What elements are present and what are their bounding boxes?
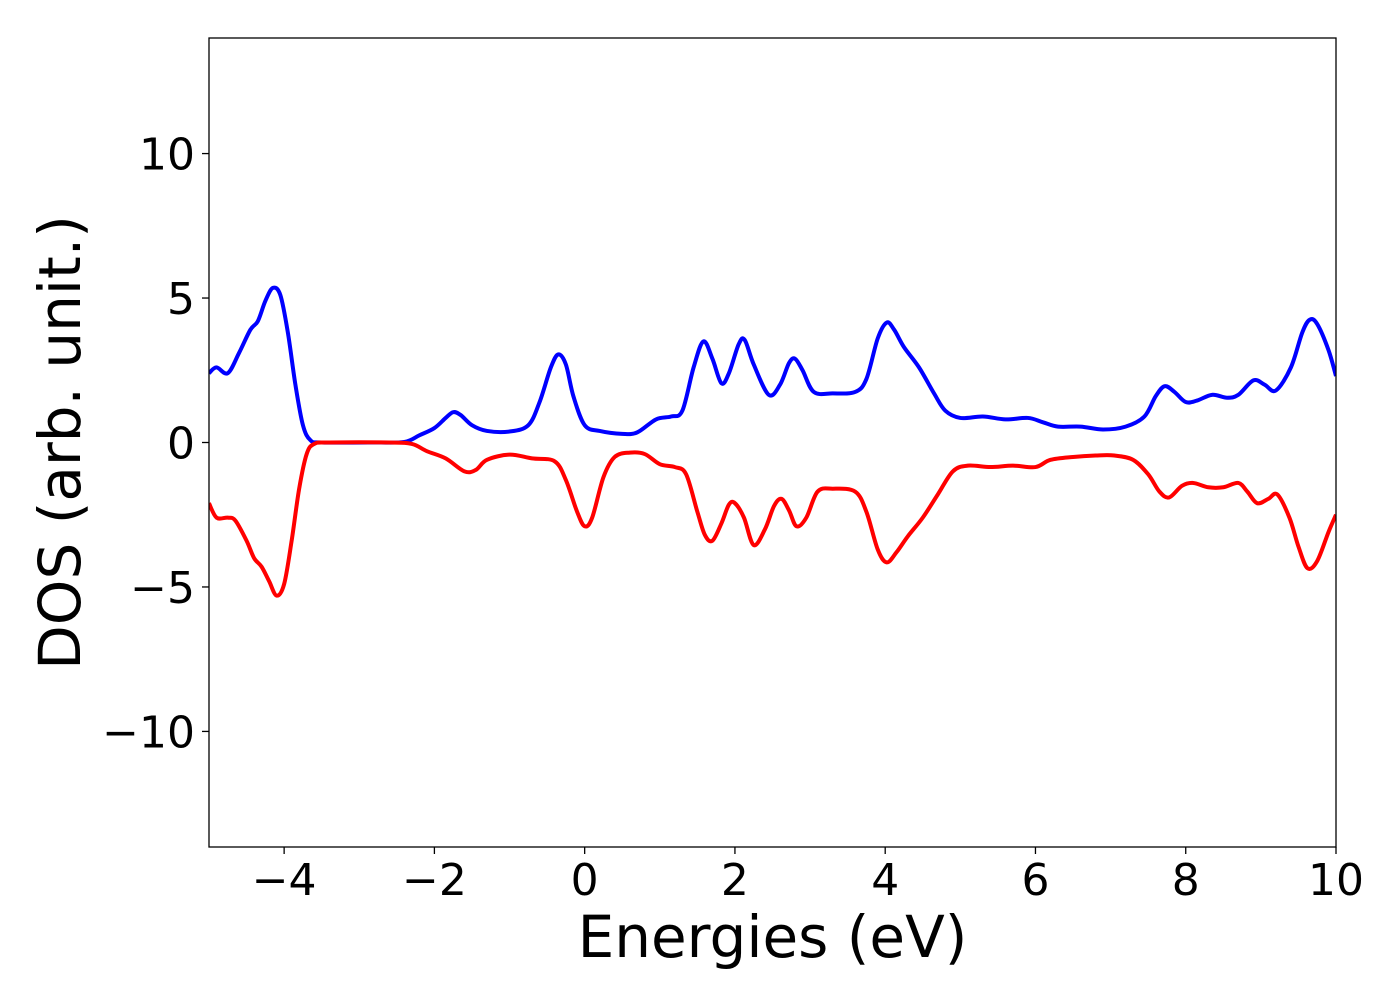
x-tick-label: −2 — [402, 855, 467, 906]
x-tick-label: 0 — [571, 855, 599, 906]
dos-series-upper-line — [209, 285, 1336, 445]
x-tick-label: 10 — [1308, 855, 1364, 906]
x-tick-label: 4 — [871, 855, 899, 906]
x-tick-label: −4 — [252, 855, 317, 906]
series-layer — [209, 285, 1336, 598]
y-tick-label: 5 — [167, 274, 195, 325]
y-tick-label: 0 — [167, 419, 195, 470]
y-tick-label: −10 — [102, 707, 195, 758]
x-axis: −4 −2 0 2 4 6 8 10 — [252, 847, 1364, 906]
y-tick-label: −5 — [130, 563, 195, 614]
x-axis-title: Energies (eV) — [578, 903, 968, 971]
x-tick-label: 2 — [721, 855, 749, 906]
x-tick-label: 8 — [1172, 855, 1200, 906]
y-axis: −10 −5 0 5 10 — [102, 130, 209, 758]
x-tick-label: 6 — [1021, 855, 1049, 906]
y-tick-label: 10 — [139, 130, 195, 181]
y-axis-title: DOS (arb. unit.) — [26, 215, 94, 670]
dos-series-lower-line — [209, 440, 1336, 598]
